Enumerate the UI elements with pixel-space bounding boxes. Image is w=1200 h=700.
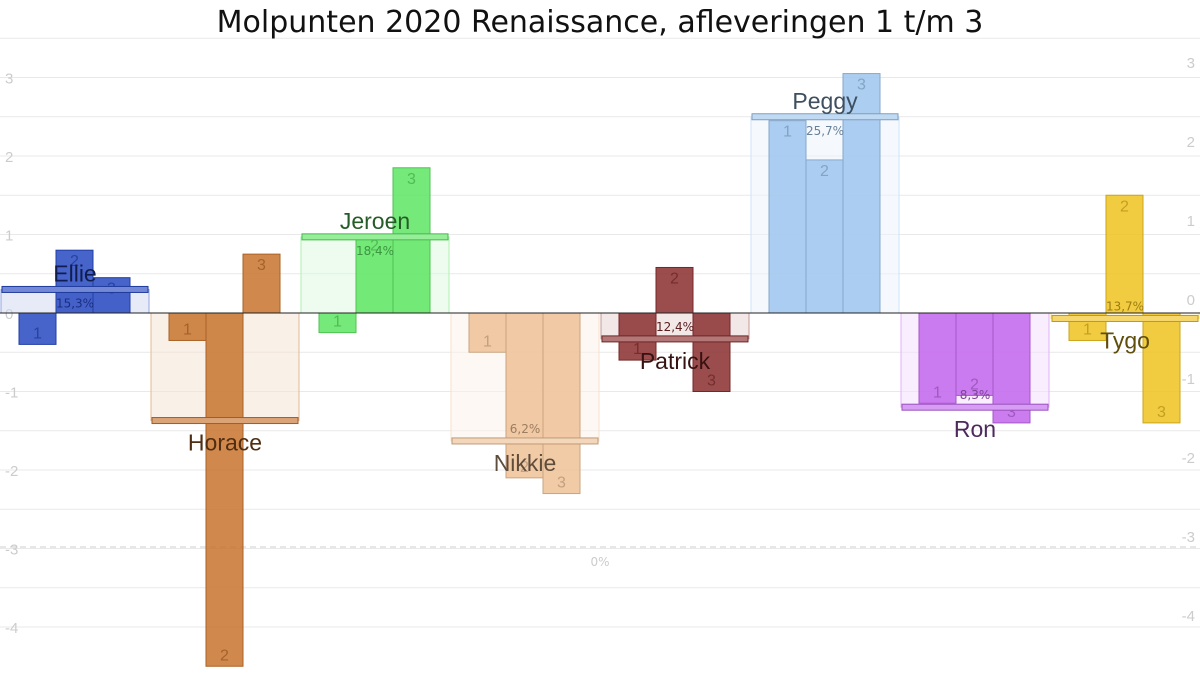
episode-label: 3	[407, 171, 416, 188]
contestant-tygo: 1 2 3 13,7% Tygo	[1050, 194, 1200, 424]
y-tick-label-right: 0	[1187, 292, 1195, 309]
contestant-horace: 1 2 3 Horace	[150, 253, 300, 667]
y-tick-label-right: -4	[1182, 608, 1195, 625]
y-tick-label-left: 0	[5, 306, 13, 323]
episode-label: 2	[520, 459, 529, 476]
y-tick-label-left: -3	[5, 542, 18, 559]
y-tick-label-left: 2	[5, 149, 13, 166]
episode-label: 2	[70, 253, 79, 270]
y-tick-label-right: -2	[1182, 450, 1195, 467]
episode-bar	[955, 312, 994, 396]
episode-label: 1	[33, 325, 42, 342]
percentage-label: 8,3%	[960, 388, 991, 402]
average-line	[901, 403, 1049, 411]
y-tick-label-right: 1	[1187, 213, 1195, 230]
contestant-patrick: 1 2 3 12,4% Patrick	[600, 266, 750, 392]
episode-bar	[542, 312, 581, 495]
episode-bar	[392, 167, 431, 314]
zero-percent-label: 0%	[590, 555, 609, 569]
episode-label: 1	[183, 321, 192, 338]
average-line	[451, 437, 599, 445]
episode-bar	[918, 312, 957, 404]
episode-label: 3	[707, 373, 716, 390]
episode-label: 3	[1157, 404, 1166, 421]
episode-label: 3	[1007, 404, 1016, 421]
episode-label: 1	[933, 384, 942, 401]
episode-bar	[468, 312, 507, 353]
contestant-nikkie: 1 2 3 6,2% Nikkie	[450, 312, 600, 495]
contestant-ron: 1 2 3 8,3% Ron	[900, 312, 1050, 442]
contestant-name: Horace	[188, 430, 262, 456]
average-line	[1, 285, 149, 293]
episode-label: 1	[333, 314, 342, 331]
contestant-name: Ron	[954, 416, 996, 442]
y-tick-label-right: -3	[1182, 529, 1195, 546]
percentage-label: 12,4%	[656, 320, 694, 334]
gridlines	[0, 37, 1200, 628]
y-tick-label-right: 2	[1187, 134, 1195, 151]
average-line	[601, 335, 749, 343]
percentage-label: 18,4%	[356, 244, 394, 258]
contestant-name: Jeroen	[340, 208, 410, 234]
contestant-jeroen: 1 2 3 18,4% Jeroen	[300, 167, 450, 334]
episode-bar	[1105, 194, 1144, 314]
contestant-peggy: 1 2 3 25,7% Peggy	[750, 73, 900, 314]
percentage-label: 15,3%	[56, 296, 94, 310]
right-axis: 3 2 1 0 -1 -2 -3 -4	[1182, 55, 1195, 625]
episode-bar	[92, 277, 131, 314]
contestant-name: Nikkie	[494, 450, 557, 476]
episode-label: 2	[1120, 198, 1129, 215]
average-line	[151, 417, 299, 425]
y-tick-label-left: 3	[5, 71, 13, 88]
episode-label: 1	[1083, 321, 1092, 338]
episode-label: 2	[820, 163, 829, 180]
average-line	[301, 233, 449, 241]
episode-label: 3	[857, 77, 866, 94]
average-line	[1051, 314, 1199, 322]
contestant-name: Patrick	[640, 348, 711, 374]
episode-bar	[205, 312, 244, 667]
episode-label: 1	[633, 341, 642, 358]
episode-label: 3	[557, 475, 566, 492]
percentage-label: 13,7%	[1106, 299, 1144, 313]
y-tick-label-left: -4	[5, 620, 18, 637]
contestant-name: Ellie	[53, 260, 96, 286]
percentage-label: 6,2%	[510, 422, 541, 436]
episode-bar	[768, 120, 807, 314]
chart-title: Molpunten 2020 Renaissance, afleveringen…	[217, 5, 984, 40]
episode-bar	[692, 312, 731, 392]
y-tick-label-left: -1	[5, 385, 18, 402]
episode-label: 2	[670, 270, 679, 287]
contestant-ellie: 12315,3%Ellie	[0, 249, 150, 345]
y-tick-label-right: -1	[1182, 371, 1195, 388]
average-line	[751, 113, 899, 121]
contestant-name: Peggy	[792, 88, 858, 114]
episode-label: 2	[370, 238, 379, 255]
episode-label: 2	[970, 376, 979, 393]
percentage-label: 25,7%	[806, 124, 844, 138]
y-tick-label-left: 1	[5, 228, 13, 245]
episode-label: 2	[220, 647, 229, 664]
episode-bar	[805, 159, 844, 314]
episode-bar	[55, 249, 94, 314]
y-tick-label-left: -2	[5, 463, 18, 480]
episode-label: 1	[783, 124, 792, 141]
left-axis: 3 2 1 0 -1 -2 -3 -4	[5, 71, 18, 638]
plot-area: 1 2 3 15,3% Ellie 1 2 3 Horace 1 2 3 18,4% Jeroen 1 2 3 6…	[0, 73, 1200, 667]
episode-label: 3	[257, 257, 266, 274]
episode-bar	[1142, 312, 1181, 424]
episode-label: 1	[483, 333, 492, 350]
y-tick-label-right: 3	[1187, 55, 1195, 72]
contestant-name: Tygo	[1100, 327, 1150, 353]
